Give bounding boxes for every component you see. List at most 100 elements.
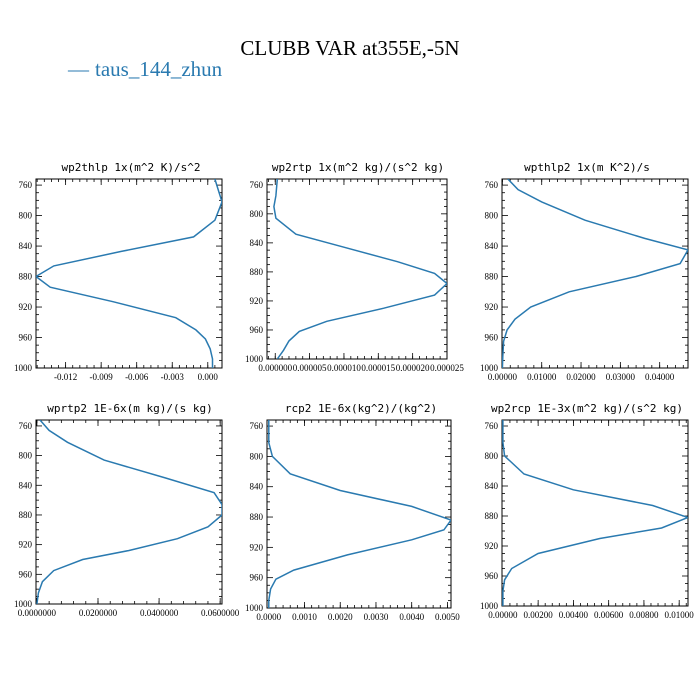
- x-tick-label: 0.0000000: [18, 608, 57, 618]
- y-tick-label: 1000: [480, 601, 499, 611]
- x-tick-label: 0.000015: [361, 363, 395, 373]
- x-tick-label: 0.01000: [665, 610, 695, 620]
- x-tick-label: 0.000: [198, 372, 219, 382]
- x-tick-label: 0.00000: [488, 610, 518, 620]
- y-tick-label: 880: [250, 512, 264, 522]
- series-line: [502, 179, 688, 368]
- x-tick-label: 0.0400000: [140, 608, 179, 618]
- x-tick-label: 0.00000: [488, 372, 518, 382]
- chart-panel-2: wp2rtp 1x(m^2 kg)/(s^2 kg) 760 800 840 880 92…: [245, 161, 464, 373]
- x-tick-label: 0.02000: [566, 372, 596, 382]
- y-tick-label: 840: [250, 238, 264, 248]
- y-tick-label: 960: [19, 569, 33, 579]
- y-tick-label: 760: [19, 421, 33, 431]
- legend-line-icon: —: [68, 57, 89, 81]
- y-tick-label: 920: [485, 541, 499, 551]
- y-tick-label: 920: [19, 540, 33, 550]
- y-tick-label: 840: [485, 481, 499, 491]
- y-tick-label: 1000: [480, 363, 499, 373]
- chart-panel-4: wprtp2 1E-6x(m kg)/(s kg) 760 800 840 880 920…: [14, 402, 240, 618]
- panel-title: wprtp2 1E-6x(m kg)/(s kg): [47, 402, 213, 415]
- y-tick-label: 760: [250, 421, 264, 431]
- x-tick-label: 0.000010: [327, 363, 361, 373]
- panel-title: wp2rtp 1x(m^2 kg)/(s^2 kg): [272, 161, 444, 174]
- x-tick-label: -0.009: [90, 372, 114, 382]
- x-tick-label: 0.0040: [399, 612, 424, 622]
- x-tick-label: 0.000005: [293, 363, 327, 373]
- y-tick-label: 880: [485, 511, 499, 521]
- chart-panel-5: rcp2 1E-6x(kg^2)/(kg^2) 760 800 840 880 920 96…: [245, 402, 460, 622]
- x-tick-label: 0.03000: [606, 372, 636, 382]
- y-tick-label: 840: [19, 241, 33, 251]
- y-tick-label: 880: [250, 267, 264, 277]
- x-tick-label: -0.012: [54, 372, 77, 382]
- y-tick-label: 840: [19, 480, 33, 490]
- plot-frame: [35, 178, 223, 369]
- y-tick-label: 920: [19, 302, 33, 312]
- y-tick-label: 760: [250, 180, 264, 190]
- panel-title: wp2rcp 1E-3x(m^2 kg)/(s^2 kg): [491, 402, 683, 415]
- x-tick-label: 0.0200000: [79, 608, 118, 618]
- x-tick-label: 0.0010: [292, 612, 317, 622]
- plot-frame: [35, 419, 223, 605]
- plot-frame: [266, 419, 452, 609]
- y-tick-label: 760: [485, 180, 499, 190]
- y-tick-label: 960: [19, 333, 33, 343]
- y-tick-label: 960: [485, 571, 499, 581]
- plot-frame: [266, 178, 448, 360]
- y-tick-label: 1000: [14, 599, 33, 609]
- series-line: [273, 179, 447, 359]
- x-tick-label: 0.000025: [430, 363, 464, 373]
- y-tick-label: 760: [485, 421, 499, 431]
- y-tick-label: 920: [250, 542, 264, 552]
- panel-title: wpthlp2 1x(m K^2)/s: [524, 161, 650, 174]
- y-tick-label: 800: [485, 211, 499, 221]
- y-tick-label: 920: [250, 296, 264, 306]
- y-tick-label: 960: [485, 333, 499, 343]
- x-tick-label: 0.00200: [524, 610, 554, 620]
- x-tick-label: -0.006: [125, 372, 149, 382]
- y-tick-label: 840: [485, 241, 499, 251]
- series-line: [36, 179, 222, 368]
- series-line: [502, 420, 688, 606]
- chart-panel-1: wp2thlp 1x(m^2 K)/s^2 760 800 840 880 920 960 1…: [14, 161, 223, 382]
- x-tick-label: -0.003: [161, 372, 185, 382]
- chart-panel-3: wpthlp2 1x(m K^2)/s 760 800 840 880 920 960 100…: [480, 161, 689, 382]
- y-tick-label: 880: [19, 272, 33, 282]
- y-tick-label: 880: [485, 272, 499, 282]
- y-tick-label: 880: [19, 510, 33, 520]
- x-tick-label: 0.00400: [559, 610, 589, 620]
- y-tick-label: 960: [250, 325, 264, 335]
- x-tick-label: 0.01000: [527, 372, 557, 382]
- y-tick-label: 1000: [14, 363, 33, 373]
- y-tick-label: 1000: [245, 603, 264, 613]
- series-line: [268, 420, 451, 608]
- legend: — taus_144_zhun: [68, 57, 222, 82]
- y-tick-label: 960: [250, 573, 264, 583]
- panel-title: wp2thlp 1x(m^2 K)/s^2: [61, 161, 200, 174]
- x-tick-label: 0.00800: [629, 610, 659, 620]
- x-tick-label: 0.0030: [364, 612, 389, 622]
- page-title: CLUBB VAR at355E,-5N: [240, 36, 460, 60]
- y-tick-label: 840: [250, 482, 264, 492]
- panel-title: rcp2 1E-6x(kg^2)/(kg^2): [285, 402, 437, 415]
- x-tick-label: 0.0000: [256, 612, 281, 622]
- y-tick-label: 1000: [245, 354, 264, 364]
- x-tick-label: 0.0050: [435, 612, 460, 622]
- series-line: [36, 420, 222, 604]
- y-tick-label: 800: [250, 209, 264, 219]
- chart-panel-6: wp2rcp 1E-3x(m^2 kg)/(s^2 kg) 760 800 840 88…: [480, 402, 694, 620]
- x-tick-label: 0.0600000: [201, 608, 240, 618]
- y-tick-label: 800: [250, 451, 264, 461]
- y-tick-label: 800: [19, 451, 33, 461]
- x-tick-label: 0.0020: [328, 612, 353, 622]
- x-tick-label: 0.04000: [645, 372, 675, 382]
- x-tick-label: 0.000000: [258, 363, 292, 373]
- legend-label: taus_144_zhun: [95, 57, 223, 81]
- y-tick-label: 800: [19, 211, 33, 221]
- x-tick-label: 0.00600: [594, 610, 624, 620]
- x-tick-label: 0.000020: [396, 363, 430, 373]
- y-tick-label: 800: [485, 451, 499, 461]
- plot-frame: [501, 178, 689, 369]
